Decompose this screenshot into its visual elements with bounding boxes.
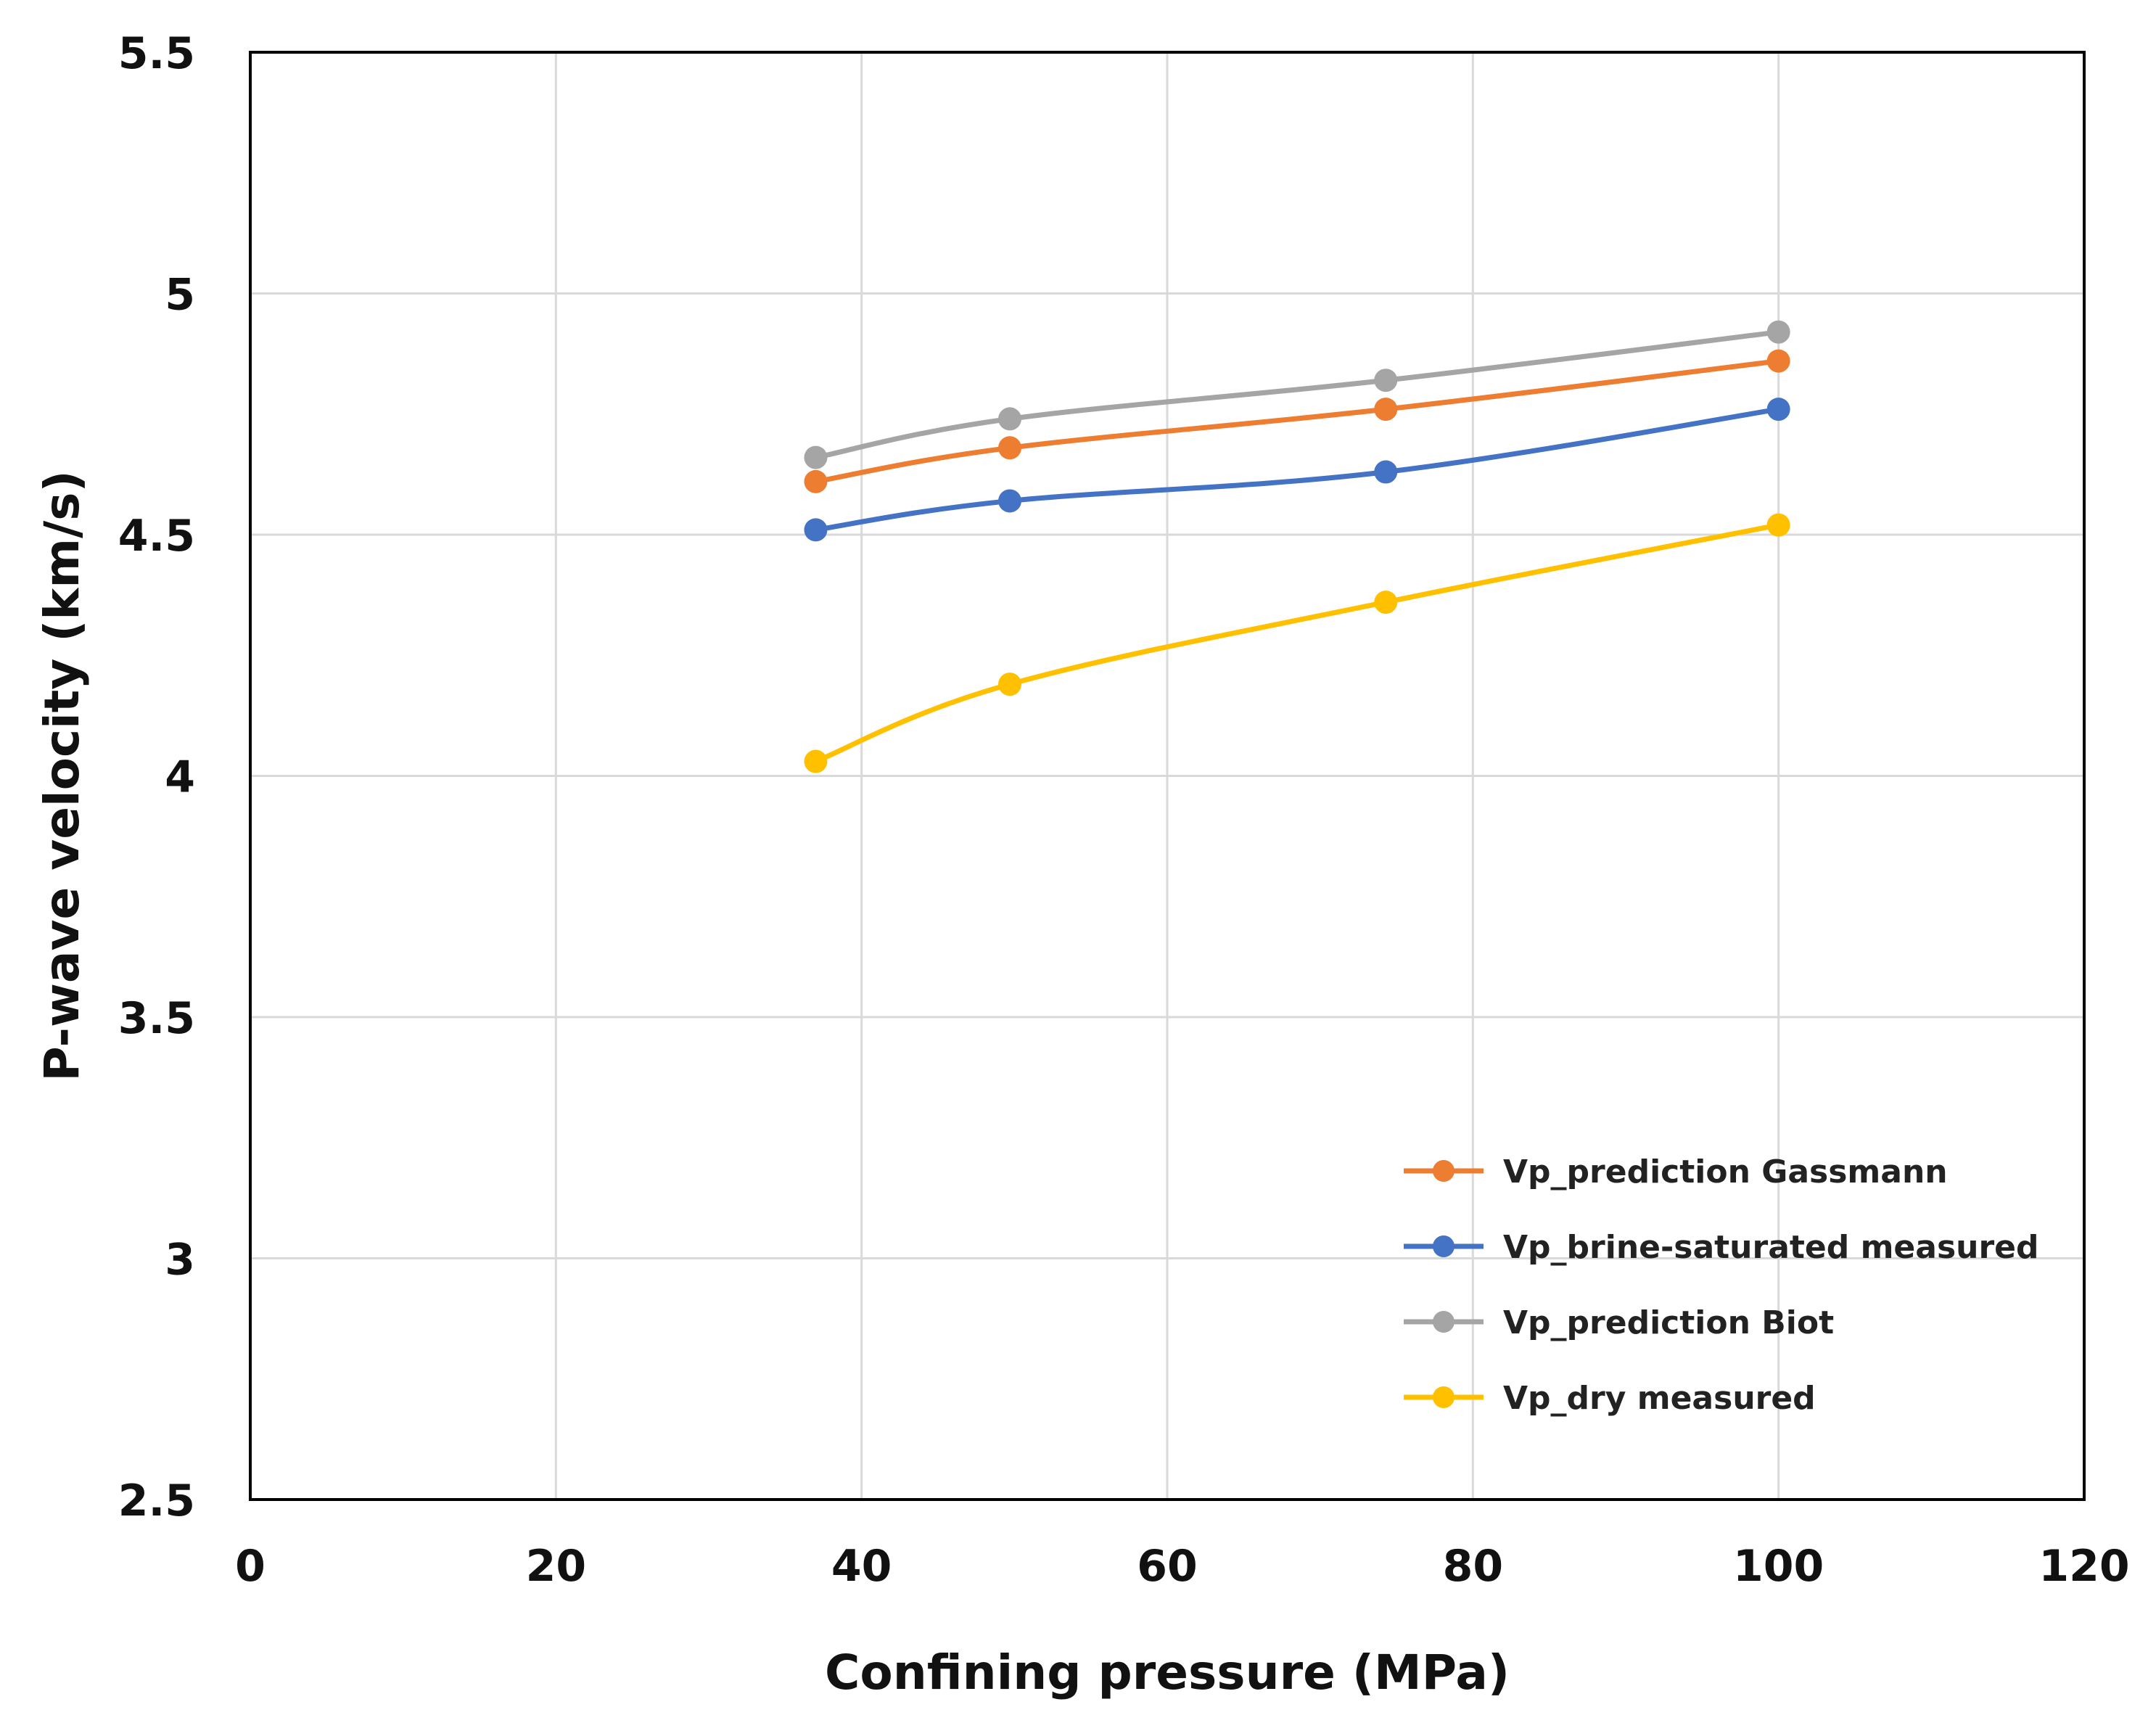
legend-marker xyxy=(1433,1160,1455,1182)
data-point xyxy=(1766,349,1790,373)
x-tick-label: 100 xyxy=(1733,1541,1824,1592)
series-lines xyxy=(804,320,1790,773)
x-tick-label: 40 xyxy=(831,1541,892,1592)
data-point xyxy=(998,673,1022,696)
x-tick-label: 60 xyxy=(1137,1541,1198,1592)
tick-labels: 0 20 40 60 80 100 120 2.5 3 3.5 4 4.5 5 5.5 xyxy=(118,28,2130,1592)
x-tick-label: 0 xyxy=(235,1541,266,1592)
data-point xyxy=(804,445,828,469)
series-line xyxy=(812,406,1782,532)
gridlines xyxy=(249,51,2086,1501)
legend-label: Vp_brine-saturated measured xyxy=(1503,1229,2039,1266)
data-point xyxy=(1374,460,1398,484)
series-line xyxy=(812,358,1782,485)
y-tick-label: 4.5 xyxy=(118,511,195,562)
legend-marker xyxy=(1433,1235,1455,1257)
y-tick-label: 3.5 xyxy=(118,993,195,1044)
data-point xyxy=(804,469,828,493)
series-line xyxy=(812,522,1782,765)
data-point xyxy=(1766,513,1790,537)
legend-item: Vp_brine-saturated measured xyxy=(1404,1229,2039,1266)
y-tick-label: 3 xyxy=(165,1235,195,1286)
y-tick-label: 5 xyxy=(165,270,195,321)
data-point xyxy=(998,489,1022,513)
legend-marker xyxy=(1433,1386,1455,1408)
x-tick-label: 120 xyxy=(2038,1541,2129,1592)
x-tick-label: 20 xyxy=(526,1541,587,1592)
data-point xyxy=(1374,398,1398,421)
series-line xyxy=(812,329,1782,461)
data-point xyxy=(1766,398,1790,421)
data-point xyxy=(1766,320,1790,344)
data-point xyxy=(804,749,828,773)
legend-item: Vp_dry measured xyxy=(1404,1380,1816,1417)
data-point xyxy=(998,436,1022,460)
series-vp-prediction-gassmann xyxy=(804,349,1790,493)
data-point xyxy=(1374,369,1398,392)
legend-label: Vp_prediction Gassmann xyxy=(1503,1153,1948,1190)
data-point xyxy=(998,407,1022,431)
series-vp-dry-measured xyxy=(804,513,1790,773)
y-tick-label: 2.5 xyxy=(118,1476,195,1526)
legend-label: Vp_dry measured xyxy=(1503,1380,1816,1417)
series-vp-prediction-biot xyxy=(804,320,1790,469)
data-point xyxy=(804,518,828,542)
series-vp-brine-saturated-measured xyxy=(804,398,1790,542)
legend-item: Vp_prediction Gassmann xyxy=(1404,1153,1948,1190)
plot-frame xyxy=(249,51,2086,1501)
legend: Vp_prediction Gassmann Vp_brine-saturated… xyxy=(1404,1153,2039,1417)
y-tick-label: 5.5 xyxy=(118,28,195,79)
legend-label: Vp_prediction Biot xyxy=(1503,1304,1834,1341)
y-tick-label: 4 xyxy=(165,752,195,803)
y-axis-title: P-wave velocity (km/s) xyxy=(34,470,90,1081)
x-axis-title: Confining pressure (MPa) xyxy=(825,1645,1510,1700)
legend-marker xyxy=(1433,1311,1455,1333)
legend-item: Vp_prediction Biot xyxy=(1404,1304,1834,1341)
data-point xyxy=(1374,591,1398,614)
x-tick-label: 80 xyxy=(1443,1541,1504,1592)
